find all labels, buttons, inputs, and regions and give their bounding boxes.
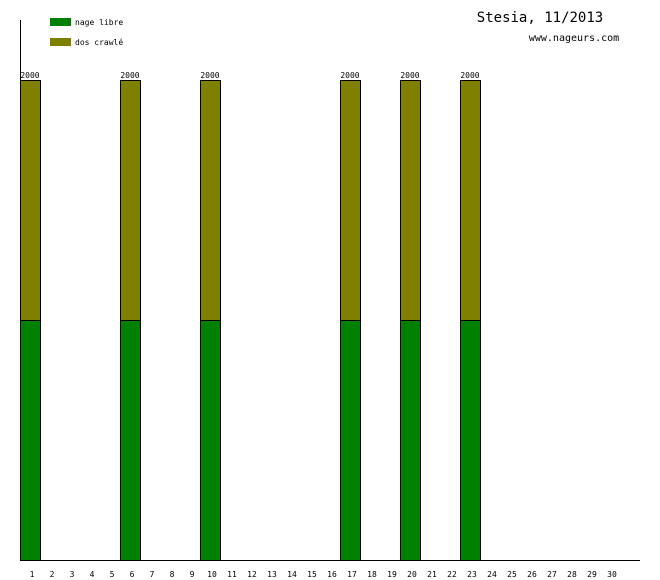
x-tick-label-14: 14	[287, 570, 297, 579]
x-tick-label-22: 22	[447, 570, 457, 579]
bar-dos-crawle-day-10	[200, 80, 221, 321]
x-tick-label-25: 25	[507, 570, 517, 579]
bar-dos-crawle-day-20	[400, 80, 421, 321]
data-label-day-6: 2000	[120, 71, 139, 80]
bar-nage-libre-day-17	[340, 320, 361, 561]
x-tick-label-24: 24	[487, 570, 497, 579]
x-tick-label-9: 9	[190, 570, 195, 579]
x-tick-label-16: 16	[327, 570, 337, 579]
bar-nage-libre-day-23	[460, 320, 481, 561]
x-tick-label-5: 5	[110, 570, 115, 579]
data-label-day-1: 2000	[20, 71, 39, 80]
chart-title: Stesia, 11/2013	[477, 10, 603, 26]
legend-label-nage-libre: nage libre	[75, 18, 123, 27]
bar-nage-libre-day-10	[200, 320, 221, 561]
x-tick-label-23: 23	[467, 570, 477, 579]
x-tick-label-12: 12	[247, 570, 257, 579]
x-tick-label-7: 7	[150, 570, 155, 579]
bars-layer	[20, 80, 481, 561]
x-tick-label-13: 13	[267, 570, 277, 579]
data-label-day-23: 2000	[460, 71, 479, 80]
bar-nage-libre-day-20	[400, 320, 421, 561]
x-tick-label-2: 2	[50, 570, 55, 579]
legend-swatch-dos-crawle	[50, 38, 71, 46]
x-tick-label-10: 10	[207, 570, 217, 579]
x-tick-label-19: 19	[387, 570, 397, 579]
x-tick-label-15: 15	[307, 570, 317, 579]
data-labels-layer: 2000 2000 2000 2000 2000 2000	[20, 71, 479, 80]
x-tick-label-6: 6	[130, 570, 135, 579]
legend: nage libre dos crawlé	[50, 18, 123, 47]
bar-dos-crawle-day-23	[460, 80, 481, 321]
bar-dos-crawle-day-1	[20, 80, 41, 321]
x-tick-label-3: 3	[70, 570, 75, 579]
x-tick-labels: 1 2 3 4 5 6 7 8 9 10 11 12 13 14 15 16 17 18 19 20 21 22 23 24 2…	[30, 570, 617, 579]
x-tick-label-17: 17	[347, 570, 357, 579]
x-tick-label-29: 29	[587, 570, 597, 579]
data-label-day-17: 2000	[340, 71, 359, 80]
x-tick-label-28: 28	[567, 570, 577, 579]
chart-subtitle: www.nageurs.com	[529, 33, 619, 44]
bar-dos-crawle-day-6	[120, 80, 141, 321]
bar-dos-crawle-day-17	[340, 80, 361, 321]
x-tick-label-8: 8	[170, 570, 175, 579]
legend-swatch-nage-libre	[50, 18, 71, 26]
x-tick-label-20: 20	[407, 570, 417, 579]
bar-nage-libre-day-6	[120, 320, 141, 561]
x-tick-label-26: 26	[527, 570, 537, 579]
x-tick-label-21: 21	[427, 570, 437, 579]
x-tick-label-18: 18	[367, 570, 377, 579]
x-tick-label-27: 27	[547, 570, 557, 579]
x-tick-label-11: 11	[227, 570, 237, 579]
legend-label-dos-crawle: dos crawlé	[75, 37, 123, 47]
x-tick-label-1: 1	[30, 570, 35, 579]
x-tick-label-4: 4	[90, 570, 95, 579]
bar-nage-libre-day-1	[20, 320, 41, 561]
x-tick-label-30: 30	[607, 570, 617, 579]
data-label-day-20: 2000	[400, 71, 419, 80]
data-label-day-10: 2000	[200, 71, 219, 80]
